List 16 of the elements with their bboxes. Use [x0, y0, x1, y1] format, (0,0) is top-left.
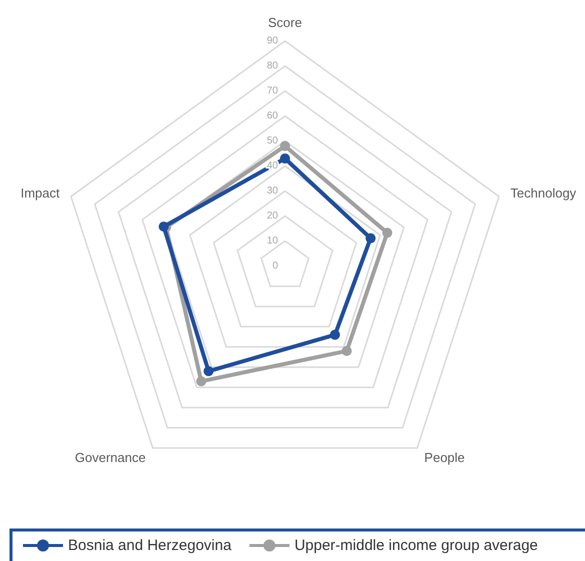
y-tick-label: 50: [266, 136, 278, 146]
y-tick-label: 0: [272, 260, 278, 272]
legend-label: Bosnia and Herzegovina: [68, 537, 232, 554]
y-tick-label: 60: [266, 110, 278, 122]
spoke-label: Technology: [510, 185, 577, 200]
spoke-label: Governance: [74, 450, 146, 466]
y-tick-label: 10: [266, 236, 278, 246]
y-tick-label: 30: [266, 186, 278, 196]
y-tick-label: 80: [266, 60, 278, 72]
legend-label: Upper-middle income group average: [294, 537, 538, 554]
y-tick-label: 20: [266, 210, 278, 222]
spoke-label: Score: [268, 15, 302, 30]
spoke-label: Impact: [20, 185, 60, 200]
y-tick-label: 70: [266, 86, 278, 96]
y-tick-label: 90: [266, 36, 278, 46]
spoke-label: People: [424, 450, 465, 466]
